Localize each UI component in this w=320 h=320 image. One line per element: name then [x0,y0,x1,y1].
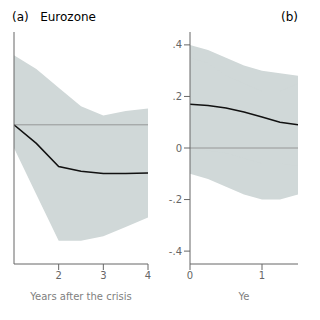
svg-text:-.4: -.4 [169,246,182,257]
svg-text:.2: .2 [172,91,182,102]
html-text:(b): (b) [281,10,298,24]
svg-text:4: 4 [145,270,151,281]
svg-text:Ye: Ye [238,291,250,302]
svg-text:Years after the crisis: Years after the crisis [29,291,132,302]
svg-text:-.2: -.2 [169,194,182,205]
svg-text:2: 2 [55,270,61,281]
html-text:(a) Eurozone: (a) Eurozone [12,10,96,24]
svg-text:3: 3 [100,270,106,281]
svg-text:0: 0 [187,270,193,281]
svg-text:1: 1 [259,270,265,281]
svg-text:.4: .4 [172,39,182,50]
svg-text:0: 0 [176,143,182,154]
